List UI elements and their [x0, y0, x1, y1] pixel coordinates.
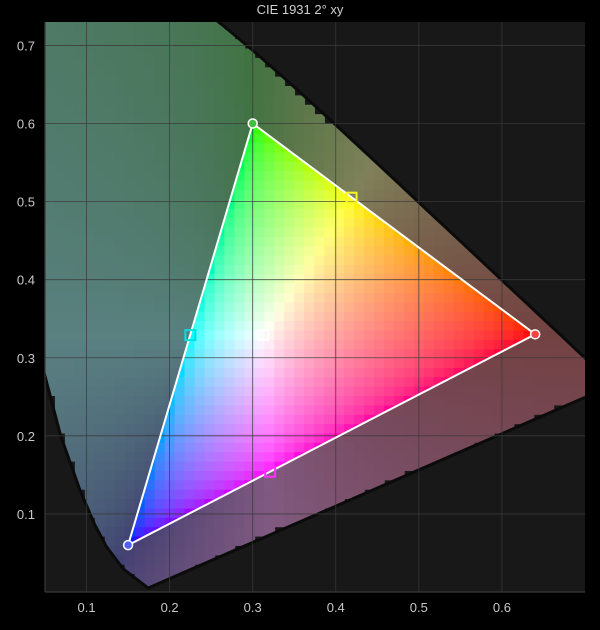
cie-chart-container: { "chart": { "type": "cie-chromaticity",… [0, 0, 600, 630]
green-primary-vertex [248, 119, 257, 128]
svg-text:0.5: 0.5 [17, 195, 35, 210]
red-primary-vertex [531, 330, 540, 339]
svg-text:0.1: 0.1 [17, 507, 35, 522]
svg-text:0.2: 0.2 [17, 429, 35, 444]
svg-text:0.4: 0.4 [327, 600, 345, 615]
svg-text:0.1: 0.1 [77, 600, 95, 615]
chart-title: CIE 1931 2° xy [257, 2, 344, 17]
svg-text:0.6: 0.6 [17, 117, 35, 132]
svg-text:0.3: 0.3 [17, 351, 35, 366]
cie-chart-svg: 0.10.20.30.40.50.60.10.20.30.40.50.60.7 … [0, 0, 600, 630]
svg-text:0.3: 0.3 [244, 600, 262, 615]
svg-text:0.6: 0.6 [493, 600, 511, 615]
blue-primary-vertex [124, 541, 133, 550]
svg-text:0.7: 0.7 [17, 38, 35, 53]
svg-text:0.4: 0.4 [17, 273, 35, 288]
svg-text:0.2: 0.2 [161, 600, 179, 615]
svg-text:0.5: 0.5 [410, 600, 428, 615]
